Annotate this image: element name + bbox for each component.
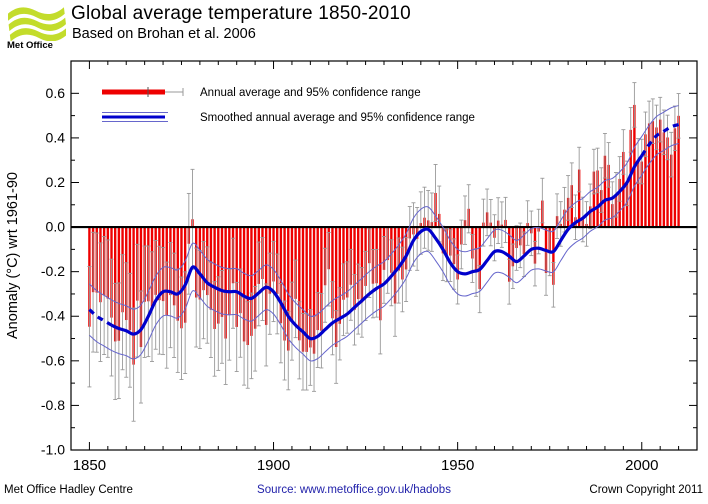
- x-tick-label: 1900: [257, 457, 290, 474]
- y-tick-label: -0.8: [41, 397, 65, 413]
- annual-bar: [246, 227, 249, 346]
- annual-bar: [662, 132, 666, 228]
- annual-bar: [655, 127, 658, 228]
- annual-bar: [287, 227, 290, 351]
- y-tick-label: -0.4: [41, 308, 65, 324]
- annual-bar: [640, 161, 643, 228]
- annual-bar: [636, 160, 640, 228]
- legend-smoothed-label: Smoothed annual average and 95% confiden…: [200, 112, 475, 124]
- annual-bar: [478, 227, 481, 290]
- legend-annual-swatch: [102, 89, 165, 95]
- y-tick-label: -1.0: [41, 442, 65, 458]
- annual-bar: [644, 134, 647, 228]
- annual-bar: [673, 128, 677, 228]
- annual-bar: [217, 227, 220, 324]
- legend-annual-label: Annual average and 95% confidence range: [200, 87, 421, 99]
- annual-bar: [235, 227, 238, 327]
- confidence-whiskers-layer: [87, 82, 681, 422]
- y-tick-label: -0.6: [41, 352, 65, 368]
- annual-bar: [658, 119, 662, 228]
- annual-bars-layer: [88, 104, 680, 365]
- annual-bar: [338, 227, 342, 324]
- annual-bar: [666, 137, 669, 228]
- annual-bar: [670, 154, 673, 228]
- annual-bar: [283, 227, 286, 341]
- annual-bar: [132, 227, 135, 365]
- annual-bar: [242, 227, 246, 342]
- annual-bar: [353, 227, 356, 310]
- annual-bar: [357, 227, 360, 300]
- smoothed-ci-lower: [89, 143, 679, 362]
- annual-bar: [250, 227, 253, 336]
- footer-attribution: Met Office Hadley Centre: [4, 484, 133, 496]
- y-tick-label: 0.2: [46, 174, 66, 190]
- annual-bar: [213, 227, 216, 329]
- annual-bar: [577, 169, 581, 228]
- annual-bar: [312, 227, 316, 354]
- footer-copyright: Crown Copyright 2011: [589, 484, 703, 496]
- annual-bar: [301, 227, 305, 352]
- met-office-logo: [8, 7, 66, 41]
- logo-wave-0: [8, 7, 65, 21]
- x-axis-ticks: 1850 1900 1950 2000: [73, 61, 680, 474]
- annual-bar: [298, 227, 301, 341]
- y-axis-label: Anomaly (°C) wrt 1961-90: [5, 172, 21, 339]
- legend: Annual average and 95% confidence range S…: [102, 87, 475, 124]
- annual-bar: [592, 171, 596, 228]
- chart-subtitle: Based on Brohan et al. 2006: [72, 26, 256, 42]
- y-tick-label: 0.4: [46, 129, 66, 145]
- annual-bar: [139, 227, 143, 348]
- annual-bar: [677, 115, 680, 228]
- logo-wave-1: [8, 17, 66, 32]
- annual-bar: [264, 227, 268, 325]
- annual-bar: [334, 227, 338, 348]
- y-tick-label: 0.0: [46, 219, 66, 235]
- smoothed-line-start-dashed: [88, 308, 113, 327]
- annual-bar: [305, 227, 308, 352]
- annual-bar: [596, 170, 599, 228]
- annual-bar: [331, 227, 334, 319]
- y-axis-ticks: 0.6 0.4 0.2 0.0 -0.2 -0.4 -0.6 -0.8 -1.0: [41, 85, 697, 458]
- annual-bar: [552, 227, 555, 285]
- x-tick-label: 2000: [625, 457, 658, 474]
- annual-bar: [253, 227, 257, 329]
- annual-bar: [647, 123, 651, 228]
- annual-bar: [618, 178, 621, 228]
- y-tick-label: -0.2: [41, 263, 65, 279]
- y-tick-label: 0.6: [46, 85, 66, 101]
- annual-bar: [316, 227, 319, 331]
- annual-bar: [607, 164, 610, 228]
- annual-bar: [360, 227, 364, 303]
- smoothed-line: [110, 154, 644, 341]
- annual-bar: [603, 155, 607, 228]
- annual-bar: [393, 227, 397, 304]
- chart-title: Global average temperature 1850-2010: [71, 3, 411, 24]
- annual-bar: [290, 227, 294, 322]
- smoothed-line-end-dashed: [640, 122, 680, 157]
- smoothed-ci-upper: [89, 105, 679, 317]
- annual-bar: [651, 121, 655, 228]
- annual-bar: [279, 227, 283, 324]
- annual-bar: [456, 227, 459, 280]
- annual-bar: [309, 227, 312, 348]
- annual-bar: [320, 227, 323, 331]
- logo-wave-2: [9, 27, 66, 41]
- x-tick-label: 1950: [441, 457, 474, 474]
- met-office-logo-text: Met Office: [7, 40, 53, 51]
- annual-bar: [224, 227, 227, 339]
- x-tick-label: 1850: [73, 457, 106, 474]
- footer-source-link[interactable]: Source: www.metoffice.gov.uk/hadobs: [257, 484, 451, 496]
- annual-bar: [379, 227, 382, 321]
